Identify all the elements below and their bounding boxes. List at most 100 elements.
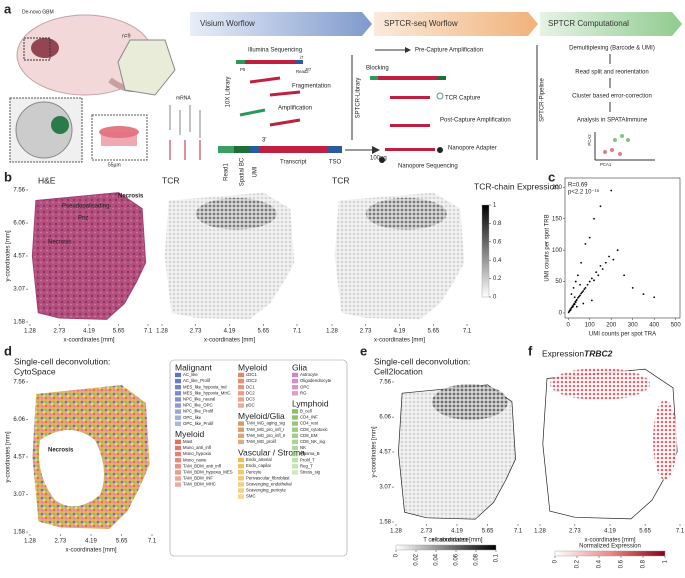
legend-item: Oligodendrocyte xyxy=(300,378,332,383)
label: Cell2location xyxy=(374,366,423,376)
x-tick-label: 5.65 xyxy=(639,529,651,535)
legend-item: CD4_INF xyxy=(300,415,318,420)
legend-swatch xyxy=(292,427,298,432)
legend-swatch xyxy=(238,403,244,408)
legend-item: DC3 xyxy=(246,397,255,402)
legend-swatch xyxy=(238,439,244,445)
legend-swatch xyxy=(238,494,244,499)
x-tick-label: 7.1 xyxy=(514,529,523,535)
legend-item: NPC_like_Prolif xyxy=(183,409,214,414)
legend-item: SMC xyxy=(246,494,256,499)
brain-illustration xyxy=(9,14,201,163)
point xyxy=(601,268,604,270)
axis-label: x-coordinates [mm] xyxy=(374,338,425,344)
y-tick-label: 1.58 xyxy=(13,530,25,536)
x-tick-label: 4.19 xyxy=(85,539,97,545)
label: TSO xyxy=(329,160,342,166)
x-tick-label: 2.73 xyxy=(54,329,66,335)
y-tick-label: 6.06 xyxy=(13,221,25,227)
colorbar-tick: 1 xyxy=(493,203,497,209)
step: Nanopore Adapter xyxy=(448,146,497,152)
legend-swatch xyxy=(175,458,181,463)
legend-swatch xyxy=(238,457,244,463)
colorbar-title: TCR-chain Expression xyxy=(474,181,559,191)
y-tick-label: 4.57 xyxy=(379,450,391,456)
workflow-title: SPTCR-seq Worflow xyxy=(384,19,458,28)
x-tick-label: 4.19 xyxy=(451,529,463,535)
colorbar-tick: 0 xyxy=(553,559,559,563)
label: De-novo GBM xyxy=(22,9,54,15)
axis-label: y-coordinates [mm] xyxy=(372,426,378,477)
y-tick-label: 7.56 xyxy=(379,380,391,386)
x-tick-label: 400 xyxy=(649,323,660,329)
legend-item: TAM_MG_pro_infl_I xyxy=(246,427,284,432)
legend-swatch xyxy=(238,385,244,390)
colorbar-tick: 0.06 xyxy=(454,553,460,565)
step: Illumina Sequencing xyxy=(248,48,302,54)
legend-swatch xyxy=(175,421,181,426)
axis-label: UMI counts per spot TRB xyxy=(545,214,551,281)
legend-swatch xyxy=(238,372,244,378)
legend-item: Mono_anti_infl xyxy=(183,445,211,450)
legend-item: DC2 xyxy=(246,390,255,395)
legend-swatch xyxy=(238,421,244,426)
point xyxy=(584,286,587,289)
legend-item: Scavenging_pericyte xyxy=(246,488,287,493)
necrosis-region xyxy=(39,430,104,507)
legend-item: Prolif_T xyxy=(300,457,315,462)
point xyxy=(575,298,578,301)
legend-item: Stress_sig xyxy=(300,470,321,475)
colorbar-tick: 0 xyxy=(394,553,400,557)
legend-item: Perivascular_fibroblast xyxy=(246,475,290,480)
colorbar-tick: 0.4 xyxy=(597,559,603,568)
colorbar-tick: 0 xyxy=(493,295,497,301)
panel-label: a xyxy=(4,1,12,16)
point xyxy=(588,280,591,283)
legend-group: Myeloid xyxy=(238,362,268,372)
x-tick-label: 4.19 xyxy=(604,529,616,535)
legend-item: Endo_arterial xyxy=(246,457,272,462)
point xyxy=(573,296,576,299)
colorbar-tick: 0.2 xyxy=(575,559,581,568)
point xyxy=(578,295,580,298)
map-title: TCR xyxy=(332,175,349,185)
y-tick-label: 0 xyxy=(559,311,563,317)
x-tick-label: 7.1 xyxy=(463,329,472,335)
point xyxy=(574,280,577,283)
label: Expression xyxy=(542,348,584,358)
legend-swatch xyxy=(175,464,181,469)
sptcr-artwork xyxy=(370,45,538,163)
step: Post-Capture Amplification xyxy=(440,118,511,124)
legend-item: Reg_T xyxy=(300,463,313,468)
annotation: Necrosis xyxy=(118,194,144,200)
point xyxy=(610,189,613,192)
x-tick-label: 4.19 xyxy=(224,329,236,335)
hotspot xyxy=(195,197,277,230)
label: PCA1 xyxy=(600,162,612,167)
legend-item: Scavenging_endothelial xyxy=(246,482,292,487)
legend-swatch xyxy=(292,445,298,451)
legend-item: NPC_like_neural xyxy=(183,397,215,402)
legend-swatch xyxy=(175,470,181,475)
legend-item: MES_like_hypoxia_MHC xyxy=(183,390,231,395)
point xyxy=(576,274,579,277)
legend-swatch xyxy=(238,391,244,396)
legend-item: OPC_like xyxy=(183,415,202,420)
point xyxy=(595,271,598,274)
point xyxy=(580,261,583,264)
axis-label: y-coordinates [mm] xyxy=(6,230,12,281)
legend-item: OPC xyxy=(300,384,309,389)
step: Fragmentation xyxy=(292,84,331,90)
point xyxy=(631,286,634,289)
point xyxy=(572,305,574,308)
x-tick-label: 5.65 xyxy=(482,529,494,535)
x-tick-label: 500 xyxy=(671,323,682,329)
y-tick-label: 3.07 xyxy=(379,485,391,491)
x-tick-label: 1.28 xyxy=(326,329,338,335)
colorbar-tick: 0.02 xyxy=(414,553,420,565)
legend-item: TAM_MG_pro_infl_II xyxy=(246,433,285,438)
annotation: Pnz xyxy=(78,216,88,222)
step: Read split and reorientation xyxy=(575,70,648,76)
point xyxy=(579,283,581,286)
